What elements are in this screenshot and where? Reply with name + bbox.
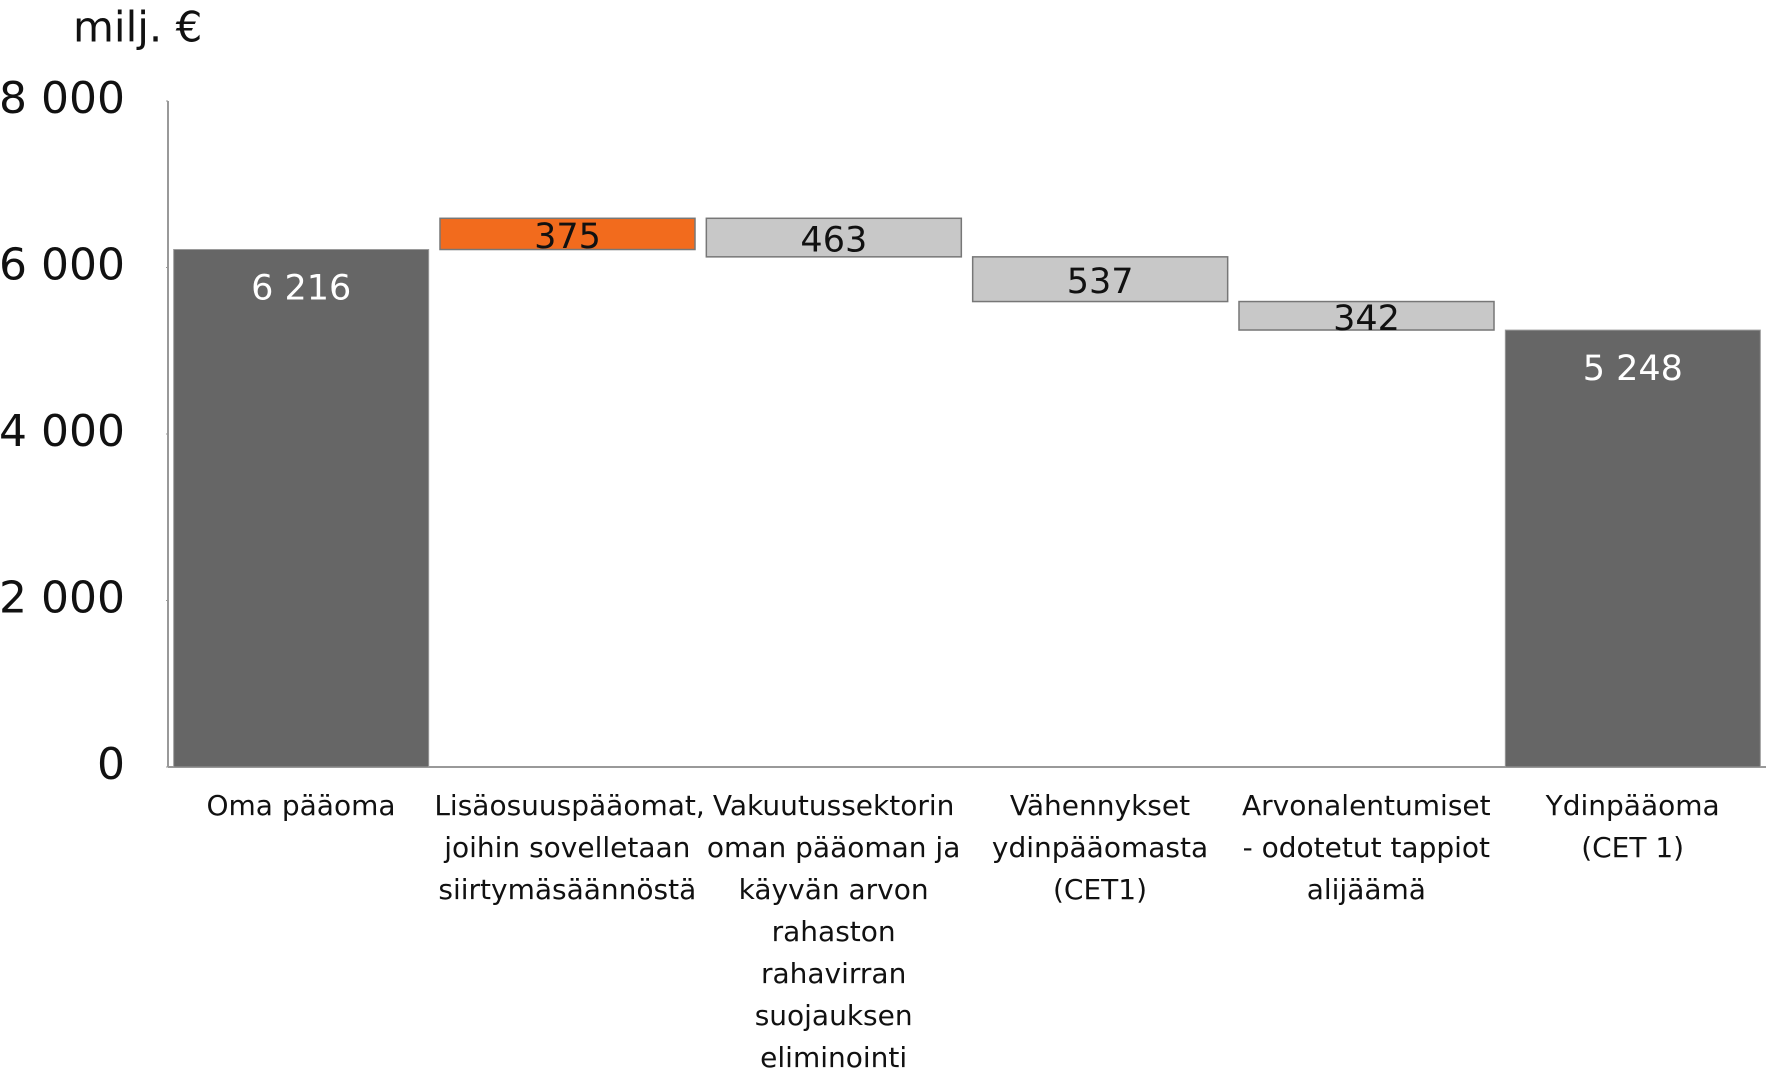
bar [705, 217, 963, 258]
data-label: 463 [800, 221, 867, 261]
data-label: 5 248 [1583, 349, 1683, 389]
x-tick-label: Lisäosuuspääomat, joihin sovelletaan sii… [434, 789, 705, 906]
bar [971, 256, 1229, 303]
bar [439, 217, 696, 251]
x-tick-label: Oma pääoma [206, 789, 396, 822]
y-tick-label: 0 [97, 739, 125, 790]
bar [173, 249, 430, 768]
data-label: 375 [534, 217, 601, 257]
bar [1504, 329, 1761, 768]
data-label: 6 216 [251, 269, 351, 309]
x-tick-label: Ydinpääoma (CET 1) [1545, 789, 1720, 864]
x-tick-label: Vakuutussektorin oman pääoman ja käyvän … [706, 789, 961, 1074]
y-tick-label: 2 000 [0, 573, 125, 624]
bar [1238, 300, 1495, 331]
x-tick-label: Vähennykset ydinpääomasta (CET1) [991, 789, 1209, 906]
y-tick-label: 4 000 [0, 406, 125, 457]
data-label: 342 [1333, 299, 1400, 339]
data-label: 537 [1067, 262, 1134, 302]
x-tick-label: Arvonalentumiset - odotetut tappiot alij… [1242, 789, 1491, 906]
y-tick-label: 6 000 [0, 240, 125, 291]
y-tick-label: 8 000 [0, 73, 125, 124]
y-axis-label: milj. € [73, 3, 202, 52]
